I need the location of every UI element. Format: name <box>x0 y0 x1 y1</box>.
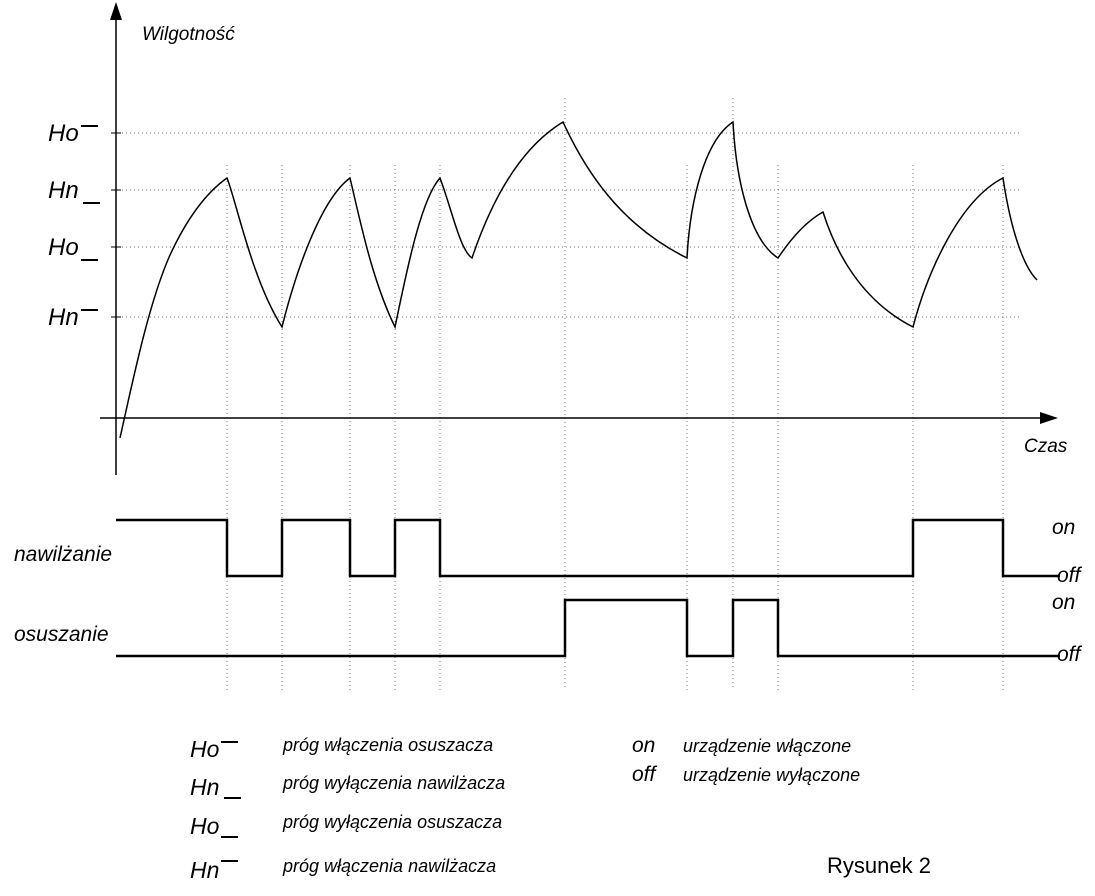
threshold-symbol: Hn <box>48 177 79 204</box>
threshold-bar-lower <box>81 259 98 261</box>
legend-symbol: Hn <box>190 857 220 883</box>
humidification-label: nawilżanie <box>14 543 113 566</box>
threshold-label-ho-lower: Ho <box>48 234 98 262</box>
legend-bar-upper <box>221 741 238 743</box>
legend-bar-lower <box>221 836 238 838</box>
dehumidification-on-label: on <box>1052 591 1076 614</box>
threshold-bar-upper <box>81 309 98 311</box>
threshold-bar-upper <box>81 125 98 127</box>
threshold-symbol: Hn <box>48 304 79 331</box>
y-axis-label: Wilgotność <box>142 24 235 45</box>
humidity-curve <box>119 120 1038 439</box>
legend-symbol-hn-upper: Hn <box>190 857 238 884</box>
relay-waveforms <box>116 518 1060 658</box>
threshold-label-ho-upper: Ho <box>48 120 98 148</box>
legend-symbol-hn-lower: Hn <box>190 774 241 801</box>
figure-label: Rysunek 2 <box>827 853 931 878</box>
threshold-symbol: Ho <box>48 234 79 261</box>
threshold-label-hn-upper: Hn <box>48 304 98 332</box>
threshold-label-hn-lower: Hn <box>48 177 100 205</box>
axes <box>100 2 1058 475</box>
y-axis-arrowhead <box>110 2 122 20</box>
legend-desc-hn-upper: próg włączenia nawilżacza <box>283 856 497 876</box>
legend-desc-off: urządzenie wyłączone <box>683 765 861 785</box>
dehumidification-off-label: off <box>1057 643 1081 666</box>
threshold-symbol: Ho <box>48 120 79 147</box>
x-axis-label: Czas <box>1024 436 1068 457</box>
legend-symbol: Ho <box>190 736 220 762</box>
dehumidification-label: osuszanie <box>14 623 109 646</box>
humidification-off-label: off <box>1057 564 1081 587</box>
x-axis-arrowhead <box>1040 412 1058 424</box>
legend-symbol: Hn <box>190 774 220 800</box>
humidification-waveform <box>116 518 1060 578</box>
legend-symbol-ho-upper: Ho <box>190 736 238 763</box>
legend-desc-ho-lower: próg wyłączenia osuszacza <box>283 812 503 832</box>
threshold-bar-lower <box>83 202 100 204</box>
legend-desc-ho-upper: próg włączenia osuszacza <box>283 735 494 755</box>
legend-desc-on: urządzenie włączone <box>683 736 852 756</box>
legend-key-on: on <box>632 734 656 757</box>
legend-symbol: Ho <box>190 813 220 839</box>
legend-symbol-ho-lower: Ho <box>190 813 238 840</box>
humidification-on-label: on <box>1052 516 1076 539</box>
legend-bar-upper <box>221 860 238 862</box>
dotted-grid <box>118 98 1022 690</box>
legend-key-off: off <box>632 763 656 786</box>
legend-bar-lower <box>224 797 241 799</box>
legend-desc-hn-lower: próg wyłączenia nawilżacza <box>283 773 506 793</box>
dehumidification-waveform <box>116 598 1060 658</box>
